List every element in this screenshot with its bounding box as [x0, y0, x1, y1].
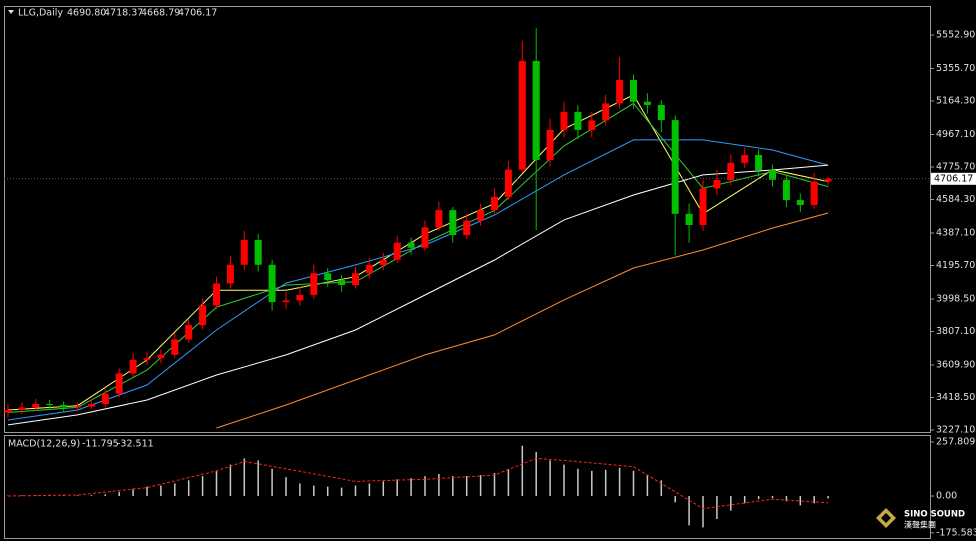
candle-body [296, 294, 304, 301]
candle-body [240, 239, 248, 265]
macd-signal-value: -32.511 [117, 439, 154, 450]
y-tick-label: 5552.90 [936, 30, 975, 41]
candle-body [74, 406, 81, 408]
y-tick-label: 4195.70 [936, 260, 975, 271]
candle-body [171, 339, 179, 355]
candle-body [504, 169, 512, 197]
candle-body [213, 283, 220, 306]
candle-body [699, 188, 707, 226]
y-tick-label: 0.00 [936, 491, 957, 502]
y-tick-label: -175.583 [936, 527, 976, 538]
header-value: 4718.37 [104, 8, 143, 19]
candle-body [560, 111, 568, 130]
y-tick-label: 4775.70 [936, 161, 975, 172]
y-tick-label: 3227.10 [936, 424, 975, 435]
candle-body [727, 162, 735, 181]
candle-body [46, 404, 54, 406]
candle-body [435, 210, 443, 228]
y-tick-label: 257.809 [936, 437, 975, 448]
candle-body [365, 264, 373, 274]
candle-body [463, 220, 471, 236]
candle-body [713, 180, 721, 189]
candle-body [115, 373, 123, 394]
candle-body [630, 79, 637, 102]
y-tick-label: 3418.50 [936, 392, 975, 403]
candle-body [87, 404, 95, 407]
candle-body [755, 155, 763, 171]
header-value: 4706.17 [178, 8, 217, 19]
moving-average [7, 164, 829, 426]
price-label: 4706.17 [934, 173, 973, 184]
candle-body [546, 129, 554, 160]
candle-body [268, 264, 276, 303]
candle-body [602, 103, 610, 121]
candle-body [574, 111, 582, 130]
logo-subtitle: 漢聲集團 [904, 520, 936, 530]
candle-body [782, 179, 790, 201]
candle-body [18, 407, 26, 410]
macd-title: MACD(12,26,9) [8, 439, 80, 450]
candle-body [143, 358, 151, 360]
candle-body [157, 354, 165, 359]
candle-body [741, 155, 749, 163]
candle-body [685, 213, 693, 226]
price-label-box [931, 172, 976, 185]
candle-body [421, 227, 429, 248]
candle-body [532, 60, 540, 160]
macd-value: -11.795 [82, 439, 119, 450]
candle-body [477, 210, 485, 221]
candle-body [379, 259, 387, 265]
y-tick-label: 5355.70 [936, 63, 975, 74]
candle-body [338, 280, 346, 285]
moving-average [216, 212, 829, 429]
candle-body [352, 273, 359, 285]
candle-body [254, 239, 262, 265]
logo-name: SINO SOUND [904, 510, 965, 520]
candle-body [393, 242, 401, 260]
y-tick-label: 5164.30 [936, 96, 975, 107]
candle-body [407, 242, 415, 248]
header-value: 4668.79 [141, 8, 180, 19]
candle-body [129, 359, 137, 374]
candle-body [199, 305, 207, 326]
candle-body [185, 325, 193, 340]
candle-body [810, 181, 818, 205]
y-tick-label: 4967.10 [936, 129, 975, 140]
chart-title: LLG,Daily [18, 8, 63, 19]
candle-body [491, 196, 498, 211]
candle-body [324, 273, 332, 281]
candle-body [796, 200, 804, 205]
y-tick-label: 4584.30 [936, 194, 975, 205]
candle-body [310, 273, 318, 295]
candle-body [101, 393, 109, 405]
candle-body [824, 178, 832, 182]
logo: SINO SOUND 漢聲集團 [876, 508, 965, 530]
y-tick-label: 3998.50 [936, 293, 975, 304]
candle-body [671, 120, 679, 214]
y-tick-label: 3807.10 [936, 326, 975, 337]
candle-body [226, 264, 234, 284]
candle-body [518, 60, 526, 170]
candle-body [60, 405, 68, 408]
candle-body [282, 300, 290, 303]
candle-body [769, 170, 776, 180]
header-value: 4690.80 [67, 8, 106, 19]
y-tick-label: 4387.10 [936, 227, 975, 238]
candle-body [32, 404, 40, 408]
candle-body [4, 409, 12, 413]
main-panel-frame [4, 6, 931, 433]
candle-body [616, 79, 624, 104]
y-tick-label: 3609.90 [936, 359, 975, 370]
candle-body [588, 120, 596, 130]
macd-signal [7, 457, 829, 510]
candle-body [449, 210, 457, 236]
menu-arrow[interactable] [8, 10, 14, 14]
candle-body [657, 104, 665, 121]
macd-panel-frame [4, 435, 931, 539]
candle-body [643, 101, 651, 105]
